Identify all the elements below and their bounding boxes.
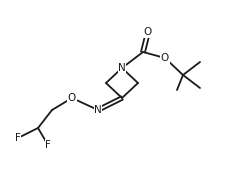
Text: N: N bbox=[118, 63, 125, 73]
Text: O: O bbox=[68, 93, 76, 103]
Text: N: N bbox=[94, 105, 101, 115]
Text: O: O bbox=[160, 53, 168, 63]
Text: F: F bbox=[15, 133, 21, 143]
Text: O: O bbox=[143, 27, 151, 37]
Text: F: F bbox=[45, 140, 51, 150]
